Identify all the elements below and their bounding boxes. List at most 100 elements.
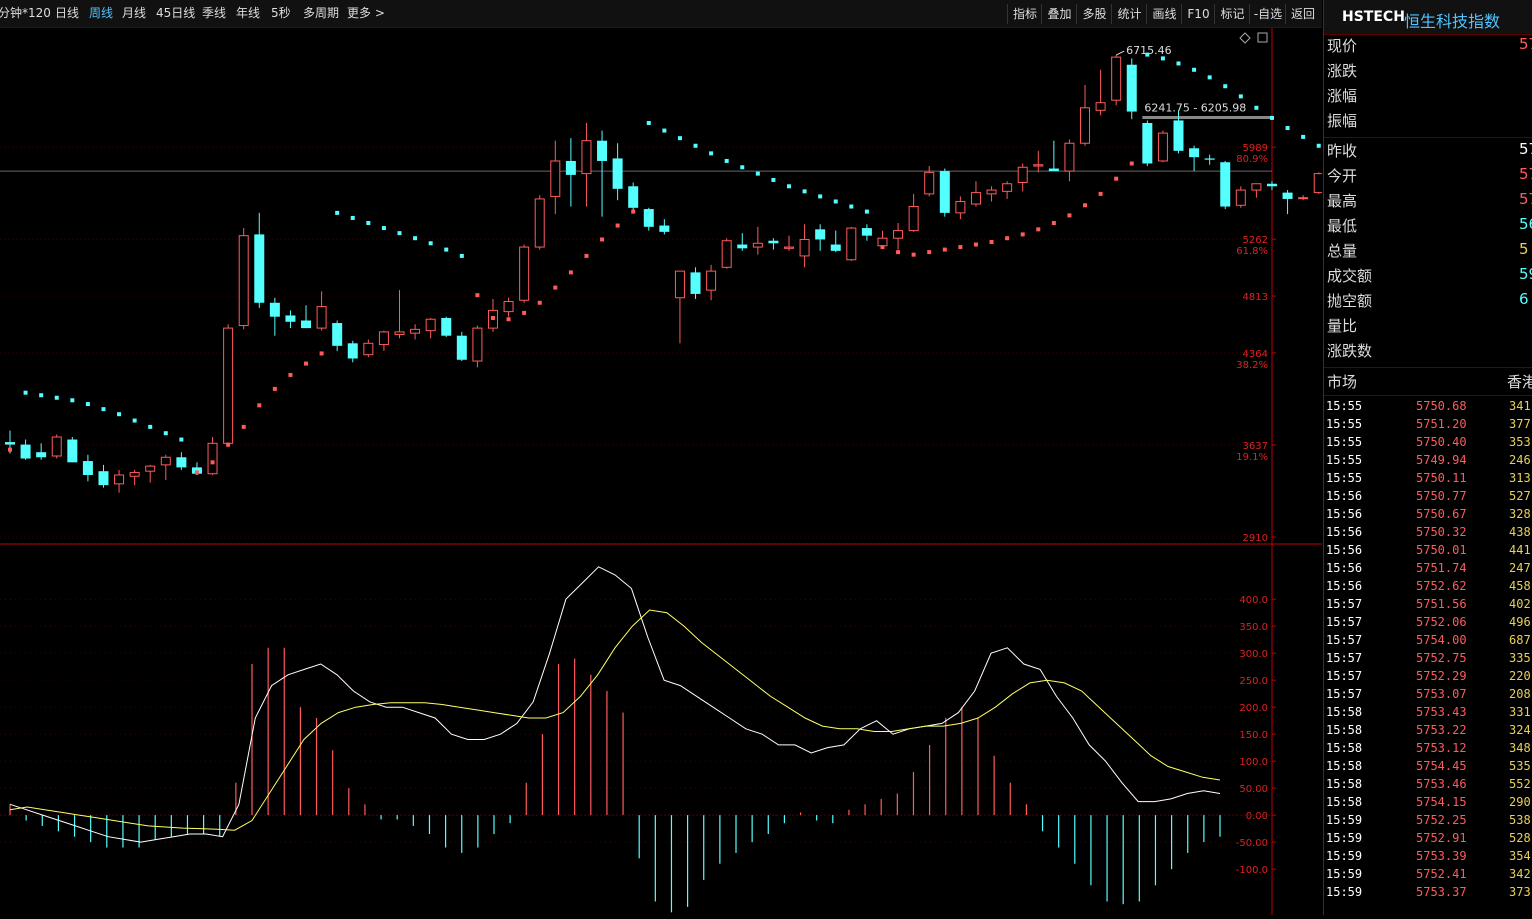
candle-body: [1080, 107, 1091, 144]
tick-price: 5754.45: [1416, 759, 1467, 773]
tick-volume: 402: [1509, 597, 1531, 611]
candle-body: [82, 461, 93, 475]
tick-time: 15:57: [1326, 615, 1363, 629]
tick-row: 15:55 5750.40 353: [1324, 433, 1532, 451]
sar-dot: [1114, 176, 1119, 181]
tick-row: 15:57 5752.29 220: [1324, 667, 1532, 685]
sar-dot: [755, 171, 760, 176]
tick-time: 15:59: [1326, 813, 1363, 827]
sar-dot: [724, 158, 729, 163]
tick-row: 15:58 5753.22 324: [1324, 721, 1532, 739]
sar-dot: [600, 237, 605, 242]
divider: [1324, 367, 1532, 368]
quote-row: 现价 57: [1324, 33, 1532, 58]
toolbar-button-0[interactable]: 指标: [1007, 4, 1042, 24]
toolbar-button-3[interactable]: 统计: [1111, 4, 1147, 24]
stat-row: 总量 5: [1324, 238, 1532, 263]
tab-period-2[interactable]: 周线: [89, 6, 114, 20]
tick-row: 15:58 5754.45 535: [1324, 757, 1532, 775]
tick-price: 5750.32: [1416, 525, 1467, 539]
tab-period-5[interactable]: 季线: [202, 6, 227, 20]
candle-body: [456, 335, 467, 360]
toolbar-button-8[interactable]: 返回: [1285, 4, 1320, 24]
tick-time: 15:56: [1326, 525, 1363, 539]
tick-price: 5752.29: [1416, 669, 1467, 683]
quote-row: 振幅: [1324, 108, 1532, 133]
candle-body: [1313, 173, 1324, 194]
tick-price: 5754.00: [1416, 633, 1467, 647]
candle-body: [316, 306, 327, 329]
fib-label: 80.9%: [1236, 154, 1268, 165]
quote-row: 涨跌: [1324, 58, 1532, 83]
toolbar-button-4[interactable]: 画线: [1146, 4, 1182, 24]
y-tick-label: 3637: [1243, 441, 1268, 452]
tick-price: 5752.75: [1416, 651, 1467, 665]
tick-time: 15:56: [1326, 579, 1363, 593]
toolbar-button-2[interactable]: 多股: [1076, 4, 1112, 24]
tick-price: 5752.06: [1416, 615, 1467, 629]
sar-dot: [1301, 134, 1306, 139]
sar-dot: [864, 209, 869, 214]
candle-body: [893, 230, 904, 239]
tab-period-8[interactable]: 多周期: [303, 6, 340, 20]
tab-period-0[interactable]: 分钟*120: [0, 6, 51, 20]
candle-body: [706, 270, 717, 291]
candle-body: [1002, 183, 1013, 192]
toolbar-button-6[interactable]: 标记: [1214, 4, 1250, 24]
sar-dot: [490, 315, 495, 320]
sar-dot: [1129, 161, 1134, 166]
tick-volume: 290: [1509, 795, 1531, 809]
candle-body: [1189, 148, 1200, 158]
quote-label: 涨跌: [1327, 62, 1358, 80]
tab-period-4[interactable]: 45日线: [156, 6, 196, 20]
sar-dot: [1176, 61, 1181, 66]
sar-dot: [459, 253, 464, 258]
sar-dot: [163, 431, 168, 436]
tab-period-9[interactable]: 更多 >: [347, 6, 385, 20]
stat-value: 57: [1519, 140, 1532, 158]
sar-dot: [568, 270, 573, 275]
tab-period-3[interactable]: 月线: [122, 6, 147, 20]
candle-body: [674, 270, 685, 299]
tab-period-1[interactable]: 日线: [55, 6, 80, 20]
tick-time: 15:58: [1326, 777, 1363, 791]
symbol-name[interactable]: 恒生科技指数: [1404, 12, 1501, 31]
tick-price: 5750.67: [1416, 507, 1467, 521]
tick-volume: 342: [1509, 867, 1531, 881]
candle-body: [939, 171, 950, 213]
sar-dot: [194, 470, 199, 475]
candle-body: [784, 246, 794, 249]
sar-dot: [1238, 94, 1243, 99]
sar-dot: [350, 215, 355, 220]
candle-body: [768, 240, 779, 244]
toolbar-button-1[interactable]: 叠加: [1041, 4, 1077, 24]
diamond-icon[interactable]: [1239, 32, 1251, 44]
sar-dot: [1207, 75, 1212, 80]
chart-area[interactable]: 5989 80.9% 5262 61.8% 4813 4364 38.2% 3637 19.1%…: [0, 28, 1387, 915]
candle-body: [1142, 122, 1153, 164]
tab-period-6[interactable]: 年线: [236, 6, 261, 20]
sar-dot: [132, 418, 137, 423]
candle-body: [924, 171, 935, 195]
tick-row: 15:56 5750.67 328: [1324, 505, 1532, 523]
divider: [1324, 137, 1532, 138]
candle-body: [129, 471, 140, 477]
tick-row: 15:59 5752.91 528: [1324, 829, 1532, 847]
toolbar-button-5[interactable]: F10: [1181, 4, 1215, 24]
tick-price: 5750.11: [1416, 471, 1467, 485]
candle-body: [1095, 102, 1106, 111]
sar-dot: [1036, 227, 1041, 232]
tick-time: 15:56: [1326, 489, 1363, 503]
sar-dot: [397, 231, 402, 236]
tick-volume: 527: [1509, 489, 1531, 503]
candle-body: [799, 238, 810, 257]
tick-time: 15:57: [1326, 597, 1363, 611]
tick-volume: 687: [1509, 633, 1531, 647]
tick-volume: 324: [1509, 723, 1531, 737]
period-toolbar: 分钟*120 日线 周线 月线 45日线 季线 年线 5秒 多周期 更多 > 指标 叠加 多股 统计 画线 F…: [0, 0, 1322, 28]
window-icon[interactable]: [1257, 32, 1268, 43]
sar-dot: [381, 226, 386, 231]
toolbar-button-7[interactable]: -自选: [1249, 4, 1286, 24]
tab-period-7[interactable]: 5秒: [271, 6, 291, 20]
